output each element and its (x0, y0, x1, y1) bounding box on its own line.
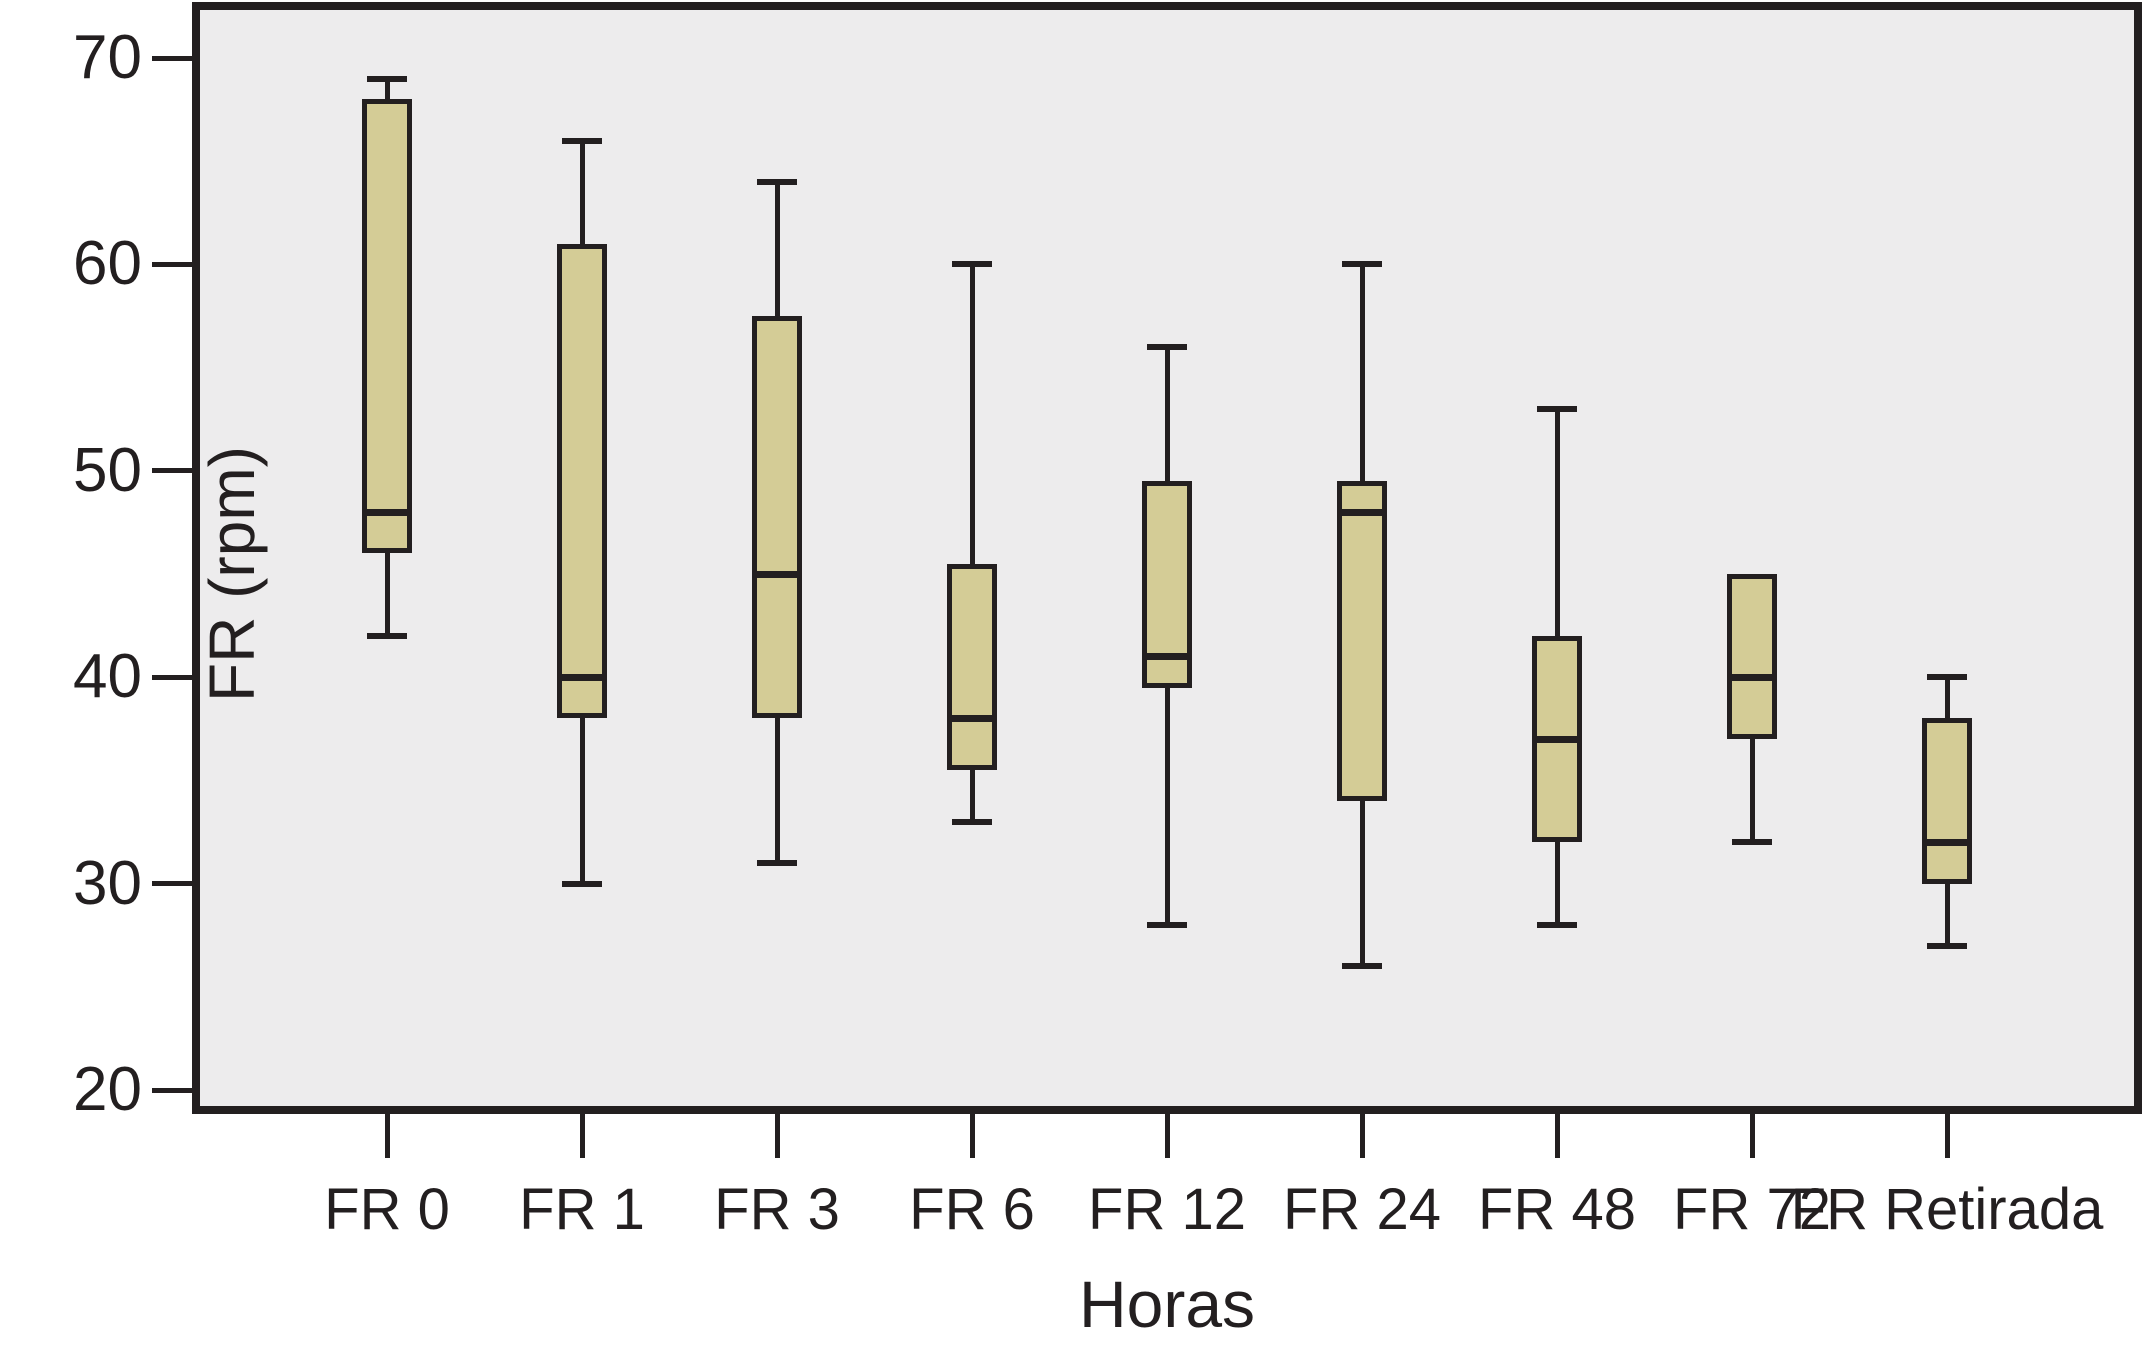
upper-whisker-cap (1537, 405, 1577, 412)
upper-whisker (1944, 677, 1950, 719)
upper-whisker (969, 264, 975, 564)
lower-whisker-cap (1147, 921, 1187, 928)
lower-whisker-cap (1537, 921, 1577, 928)
x-axis-tick (1164, 1114, 1170, 1158)
x-tick-label: FR 48 (1478, 1177, 1636, 1242)
lower-whisker-cap (757, 859, 797, 866)
x-tick-label: FR 12 (1088, 1177, 1246, 1242)
upper-whisker-cap (757, 178, 797, 185)
lower-whisker (1359, 801, 1365, 967)
upper-whisker (579, 140, 585, 244)
y-tick-label: 20 (73, 1055, 142, 1124)
x-axis-title: Horas (1078, 1267, 1256, 1341)
y-axis-tick (152, 1087, 192, 1093)
upper-whisker-cap (1147, 343, 1187, 350)
median-line (1142, 653, 1192, 661)
y-tick-label: 40 (73, 642, 142, 712)
x-tick-label: FR 0 (324, 1177, 450, 1242)
x-axis-tick (774, 1114, 780, 1158)
upper-whisker (774, 181, 780, 316)
x-tick-label: FR 24 (1283, 1177, 1441, 1242)
lower-whisker-cap (562, 880, 602, 887)
median-line (1922, 838, 1972, 846)
boxplot-box (1922, 718, 1972, 884)
x-tick-label: FR Retirada (1790, 1177, 2104, 1242)
upper-whisker-cap (562, 137, 602, 144)
y-axis-tick (152, 261, 192, 267)
median-line (557, 673, 607, 681)
lower-whisker (1749, 739, 1755, 843)
upper-whisker-cap (952, 261, 992, 268)
x-axis-tick (1359, 1114, 1365, 1158)
median-line (362, 508, 412, 516)
x-tick-label: FR 72 (1673, 1177, 1831, 1242)
lower-whisker (774, 718, 780, 863)
lower-whisker (1554, 842, 1560, 925)
boxplot-box (557, 243, 607, 719)
lower-whisker (1944, 883, 1950, 946)
lower-whisker-cap (1732, 839, 1772, 846)
median-line (1337, 508, 1387, 516)
x-tick-label: FR 1 (519, 1177, 645, 1242)
lower-whisker (384, 553, 390, 636)
lower-whisker-cap (952, 818, 992, 825)
y-axis-tick (152, 881, 192, 887)
boxplot-box (947, 563, 997, 771)
lower-whisker (1164, 687, 1170, 925)
x-axis-tick (969, 1114, 975, 1158)
lower-whisker-cap (1342, 963, 1382, 970)
y-tick-label: 30 (73, 848, 142, 918)
median-line (1727, 673, 1777, 681)
y-axis-title: FR (rpm) (196, 446, 268, 702)
boxplot-box (1337, 481, 1387, 802)
upper-whisker-cap (1927, 674, 1967, 681)
lower-whisker-cap (1927, 942, 1967, 949)
boxplot-box (1727, 574, 1777, 740)
x-axis-tick (579, 1114, 585, 1158)
x-axis-tick (1749, 1114, 1755, 1158)
upper-whisker-cap (1342, 261, 1382, 268)
y-axis-tick (152, 468, 192, 474)
lower-whisker (579, 718, 585, 884)
lower-whisker (969, 770, 975, 822)
upper-whisker (1359, 264, 1365, 482)
x-axis-tick (1554, 1114, 1560, 1158)
x-axis-tick (1944, 1114, 1950, 1158)
median-line (1532, 735, 1582, 743)
median-line (947, 714, 997, 722)
upper-whisker (1554, 408, 1560, 636)
upper-whisker (1164, 346, 1170, 482)
median-line (752, 570, 802, 578)
boxplot-box (362, 99, 412, 554)
x-tick-label: FR 6 (909, 1177, 1035, 1242)
upper-whisker-cap (367, 75, 407, 82)
boxplot-box (752, 316, 802, 719)
x-tick-label: FR 3 (714, 1177, 840, 1242)
y-axis-tick (152, 674, 192, 680)
y-tick-label: 60 (73, 229, 142, 299)
x-axis-tick (384, 1114, 390, 1158)
y-tick-label: 50 (73, 435, 142, 505)
upper-whisker (384, 78, 390, 100)
lower-whisker-cap (367, 632, 407, 639)
y-tick-label: 70 (73, 23, 142, 92)
y-axis-tick (152, 55, 192, 61)
